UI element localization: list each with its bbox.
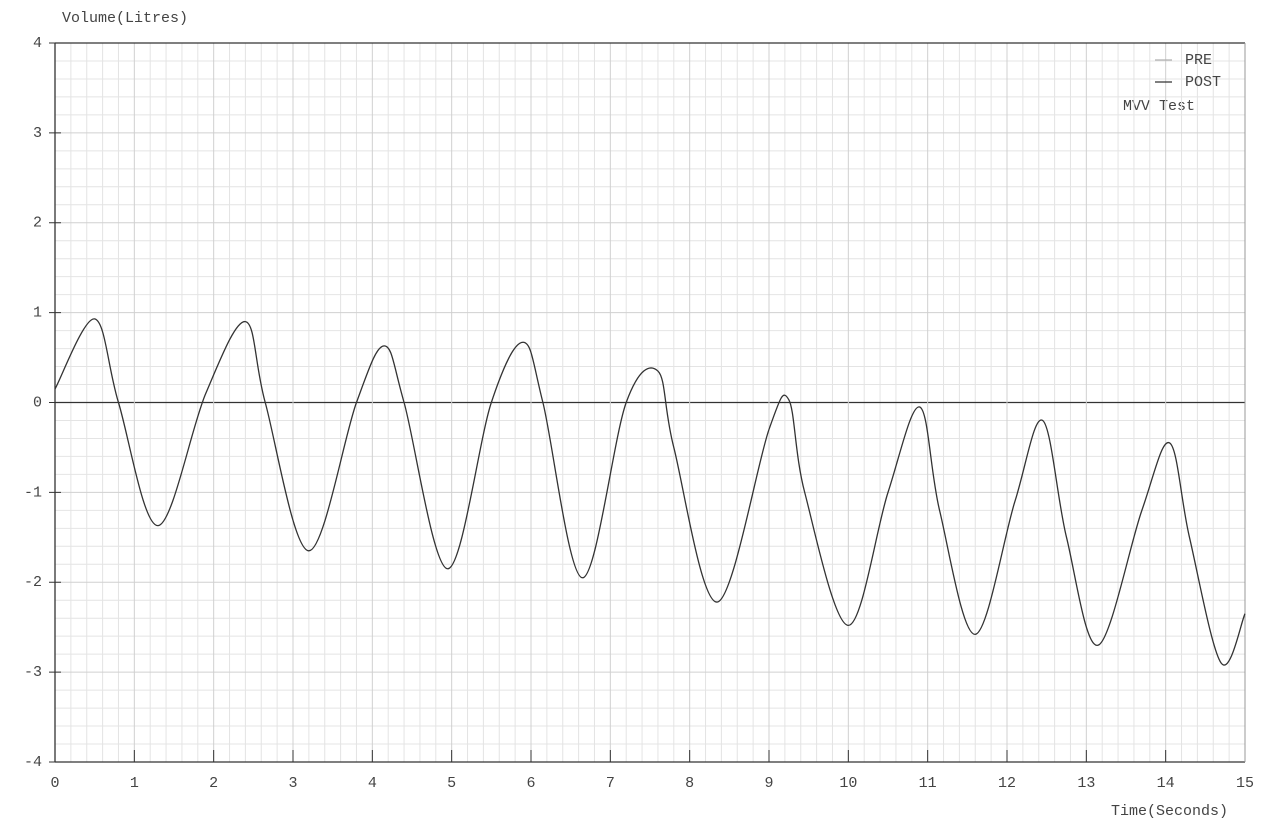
y-tick-label: -3 (24, 664, 42, 681)
y-tick-label: 4 (33, 35, 42, 52)
x-tick-label: 4 (368, 775, 377, 792)
x-tick-label: 14 (1157, 775, 1175, 792)
x-axis-label: Time(Seconds) (1111, 803, 1228, 820)
y-tick-label: 0 (33, 394, 42, 411)
y-tick-label: -2 (24, 574, 42, 591)
annotation: MVV Test (1123, 98, 1195, 115)
x-tick-label: 0 (50, 775, 59, 792)
x-tick-label: 7 (606, 775, 615, 792)
x-tick-label: 11 (919, 775, 937, 792)
legend-label: POST (1185, 74, 1221, 91)
x-tick-label: 13 (1077, 775, 1095, 792)
x-tick-label: 1 (130, 775, 139, 792)
x-tick-label: 5 (447, 775, 456, 792)
x-tick-label: 15 (1236, 775, 1254, 792)
x-tick-label: 6 (526, 775, 535, 792)
x-tick-label: 9 (764, 775, 773, 792)
x-tick-label: 2 (209, 775, 218, 792)
x-tick-label: 8 (685, 775, 694, 792)
x-tick-label: 12 (998, 775, 1016, 792)
y-tick-label: 3 (33, 125, 42, 142)
y-axis-label: Volume(Litres) (62, 10, 188, 27)
y-tick-label: -1 (24, 484, 42, 501)
y-tick-label: 1 (33, 305, 42, 322)
x-tick-label: 3 (288, 775, 297, 792)
x-tick-label: 10 (839, 775, 857, 792)
y-tick-label: 2 (33, 215, 42, 232)
data-line (54, 318, 1246, 666)
y-tick-label: -4 (24, 754, 42, 771)
legend-label: PRE (1185, 52, 1212, 69)
